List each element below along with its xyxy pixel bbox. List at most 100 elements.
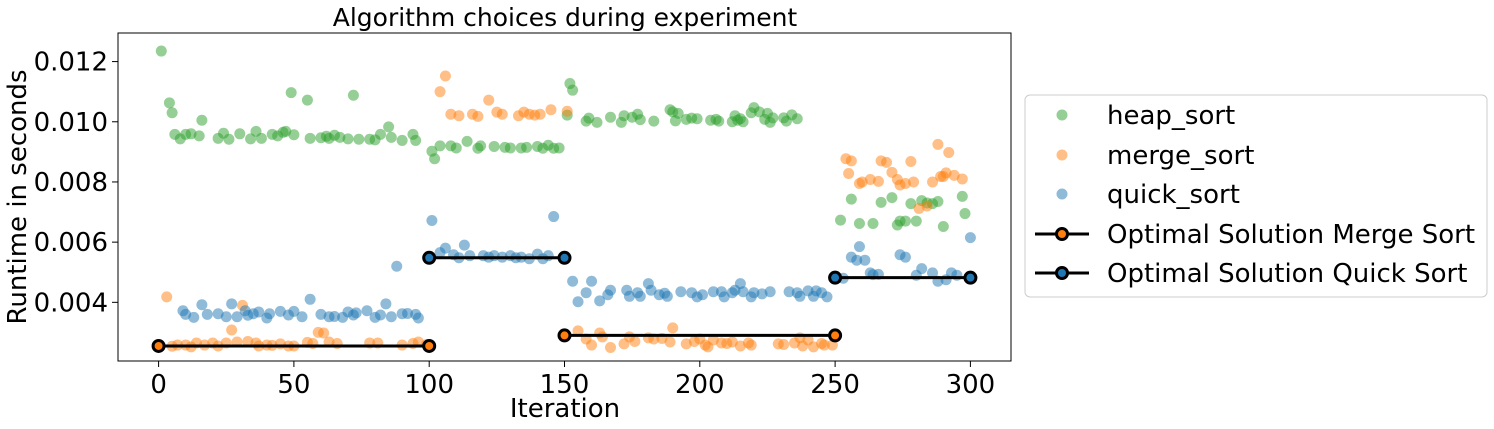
legend-label-quick-sort: quick_sort	[1107, 180, 1240, 210]
heap-sort-point	[196, 114, 208, 126]
quick-sort-point	[916, 263, 928, 275]
quick-sort-point	[718, 291, 730, 303]
heap-sort-point	[163, 97, 175, 109]
heap-sort-point	[618, 110, 630, 122]
heap-sort-point	[591, 116, 603, 128]
merge-sort-point	[872, 175, 884, 187]
heap-sort-point	[475, 140, 487, 152]
quick-sort-point	[542, 250, 554, 262]
quick-sort-point	[605, 284, 617, 296]
merge-sort-point	[242, 335, 254, 347]
heap-sort-point	[956, 190, 968, 202]
quick-sort-point	[634, 290, 646, 302]
heap-sort-point	[886, 192, 898, 204]
y-tick-label: 0.004	[34, 288, 108, 318]
quick-sort-point	[458, 239, 470, 251]
quick-sort-point	[707, 286, 719, 298]
heap-sort-point	[853, 217, 865, 229]
heap-sort-point	[434, 140, 446, 152]
quick-sort-point	[853, 241, 865, 253]
heap-sort-point	[835, 214, 847, 226]
merge-sort-point	[596, 331, 608, 343]
heap-sort-point	[223, 133, 235, 145]
y-axis-label: Runtime in seconds	[3, 69, 33, 324]
x-tick-label: 0	[150, 370, 167, 400]
quick-sort-point	[594, 295, 606, 307]
optimal-solution-merge-sort-marker	[828, 328, 843, 343]
optimal-solution-quick-sort-marker	[963, 270, 978, 285]
heap-sort-point	[155, 45, 167, 57]
merge-sort-point	[908, 176, 920, 188]
heap-sort-point	[285, 87, 297, 99]
quick-sort-point	[220, 311, 232, 323]
quick-sort-point	[296, 311, 308, 323]
merge-sort-point	[664, 336, 676, 348]
quick-sort-point	[859, 254, 871, 266]
heap-sort-point	[937, 220, 949, 232]
quick-sort-point	[661, 290, 673, 302]
quick-sort-point	[645, 284, 657, 296]
heap-sort-point	[234, 128, 246, 140]
merge-sort-point	[572, 325, 584, 337]
merge-sort-point	[586, 339, 598, 351]
merge-sort-point	[483, 94, 495, 106]
heap-sort-point	[193, 130, 205, 142]
merge-sort-point	[921, 200, 933, 212]
quick-sort-point	[567, 275, 579, 287]
quick-sort-point	[374, 309, 386, 321]
x-tick-label: 100	[404, 370, 454, 400]
quick-sort-point	[783, 286, 795, 298]
heap-sort-point	[383, 121, 395, 133]
merge-sort-point	[843, 168, 855, 180]
heap-sort-point	[672, 107, 684, 119]
legend-items: heap_sort merge_sort quick_sort Optimal Sol…	[1035, 101, 1475, 289]
merge-sort-point	[629, 335, 641, 347]
merge-sort-point	[778, 338, 790, 350]
quick-sort-point	[697, 289, 709, 301]
heap-sort-point	[899, 215, 911, 227]
heap-sort-point	[334, 131, 346, 143]
legend-label-optimal-solution-merge-sort: Optimal Solution Merge Sort	[1107, 220, 1475, 250]
heap-sort-point	[634, 114, 646, 126]
quick-sort-point	[964, 232, 976, 244]
merge-sort-point	[439, 70, 451, 82]
quick-sort-point	[675, 286, 687, 298]
heap-sort-point	[304, 132, 316, 144]
heap-sort-point	[396, 134, 408, 146]
quick-sort-point	[737, 286, 749, 298]
y-tick-label: 0.012	[34, 48, 108, 78]
x-tick-label: 250	[810, 370, 860, 400]
quick-sort-point	[288, 305, 300, 317]
quick-sort-point	[572, 296, 584, 308]
quick-sort-point	[231, 311, 243, 323]
heap-sort-point	[461, 135, 473, 147]
heap-sort-point	[342, 133, 354, 145]
quick-sort-point	[253, 306, 265, 318]
legend-label-heap-sort: heap_sort	[1107, 101, 1235, 131]
legend-marker-optimal-solution-merge-sort	[1055, 227, 1069, 241]
merge-sort-point	[905, 155, 917, 167]
merge-sort-point	[956, 173, 968, 185]
quick-sort-point	[188, 311, 200, 323]
optimal-solution-merge-sort-marker	[151, 338, 166, 353]
quick-sort-point	[201, 308, 213, 320]
y-tick-label: 0.006	[34, 228, 108, 258]
x-axis-label: Iteration	[510, 394, 620, 424]
heap-sort-point	[691, 113, 703, 125]
legend-marker-merge-sort	[1056, 149, 1068, 161]
heap-sort-point	[353, 133, 365, 145]
heap-sort-point	[488, 140, 500, 152]
merge-sort-point	[899, 177, 911, 189]
heap-sort-point	[583, 112, 595, 124]
legend-frame	[1024, 94, 1488, 298]
heap-sort-point	[553, 142, 565, 154]
merge-sort-point	[453, 110, 465, 122]
merge-sort-point	[318, 327, 330, 339]
heap-sort-point	[791, 113, 803, 125]
heap-sort-point	[288, 129, 300, 141]
merge-sort-point	[534, 108, 546, 120]
optimal-solution-quick-sort-marker	[828, 270, 843, 285]
heap-sort-point	[521, 141, 533, 153]
heap-sort-point	[875, 196, 887, 208]
quick-sort-point	[391, 260, 403, 272]
